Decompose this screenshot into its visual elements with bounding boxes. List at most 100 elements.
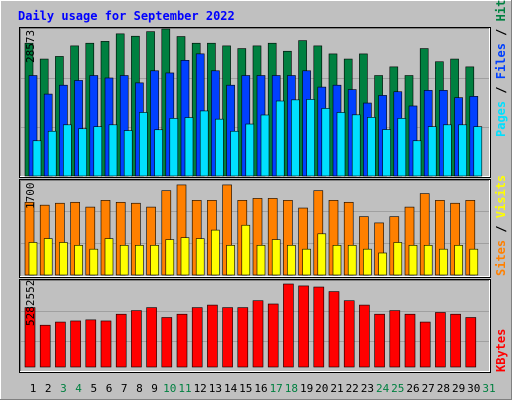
visits-bar-day-10 xyxy=(165,239,175,276)
visits-bar-day-17 xyxy=(271,239,281,276)
x-tick-label-day-16: 16 xyxy=(254,382,267,395)
visits-bar-day-9 xyxy=(150,245,159,276)
pages-bar-day-14 xyxy=(230,130,239,177)
x-tick-label-day-15: 15 xyxy=(239,382,252,395)
pages-bar-day-15 xyxy=(245,123,255,177)
kbytes-bar-day-25 xyxy=(389,310,401,368)
visits-bar-day-14 xyxy=(226,245,235,276)
kbytes-bar-day-27 xyxy=(419,321,431,368)
kbytes-bar-day-7 xyxy=(115,313,127,368)
visits-bar-day-12 xyxy=(195,238,205,276)
kbytes-bar-day-3 xyxy=(55,321,66,368)
kbytes-bar-day-15 xyxy=(237,307,249,368)
axis-label-separator: / xyxy=(494,21,508,43)
visits-bar-day-11 xyxy=(180,237,190,276)
x-tick-label-day-25: 25 xyxy=(391,382,404,395)
kbytes-bar-day-9 xyxy=(146,307,157,368)
x-tick-label-day-20: 20 xyxy=(315,382,328,395)
visits-bar-day-24 xyxy=(378,252,387,276)
x-tick-label-day-23: 23 xyxy=(361,382,374,395)
pages-bar-day-9 xyxy=(154,129,163,177)
pages-bar-day-11 xyxy=(184,117,194,177)
pages-bar-day-4 xyxy=(78,128,87,177)
visits-bar-day-5 xyxy=(89,248,99,276)
visits-bar-day-1 xyxy=(28,242,38,276)
pages-axis-label: Pages xyxy=(494,101,508,137)
pages-bar-day-27 xyxy=(427,126,437,177)
visits-bar-day-26 xyxy=(408,245,418,276)
kbytes-bar-day-24 xyxy=(374,313,385,368)
visits-bar-day-22 xyxy=(347,245,357,276)
pages-bar-day-10 xyxy=(169,118,179,177)
x-tick-label-day-11: 11 xyxy=(178,382,191,395)
kbytes-bar-day-6 xyxy=(100,320,112,368)
visits-bar-day-16 xyxy=(256,245,266,276)
sites-visits-axis-label: Sites / Visits xyxy=(494,175,508,276)
visits-bar-day-30 xyxy=(469,248,479,276)
kbytes-bar-day-19 xyxy=(298,285,309,368)
visits-bar-day-25 xyxy=(393,242,403,276)
x-tick-label-day-5: 5 xyxy=(90,382,97,395)
pages-bar-day-13 xyxy=(215,118,224,177)
x-tick-label-day-8: 8 xyxy=(136,382,143,395)
kbytes-bar-day-28 xyxy=(435,312,446,368)
pages-bar-day-26 xyxy=(412,140,422,177)
pages-bar-day-19 xyxy=(306,99,315,177)
pages-bar-day-8 xyxy=(139,112,148,177)
visits-bar-day-23 xyxy=(363,248,372,276)
visits-bar-day-8 xyxy=(135,245,144,276)
kbytes-bar-day-23 xyxy=(359,304,370,368)
axis-label-separator: / xyxy=(494,79,508,101)
pages-bar-day-23 xyxy=(367,117,376,177)
hits-y-tick-label: 28573 xyxy=(24,30,37,63)
visits-bar-day-4 xyxy=(74,245,83,276)
pages-bar-day-1 xyxy=(32,140,42,177)
x-tick-label-day-2: 2 xyxy=(45,382,52,395)
kbytes-bar-day-22 xyxy=(343,300,355,368)
x-tick-label-day-12: 12 xyxy=(194,382,207,395)
hits-bars xyxy=(24,28,483,177)
pages-bar-day-18 xyxy=(291,99,300,177)
x-tick-label-day-29: 29 xyxy=(452,382,465,395)
visits-bar-day-2 xyxy=(43,238,53,276)
pages-bar-day-5 xyxy=(93,126,103,177)
x-tick-label-day-6: 6 xyxy=(106,382,113,395)
x-tick-label-day-10: 10 xyxy=(163,382,176,395)
x-tick-label-day-24: 24 xyxy=(376,382,390,395)
visits-axis-label: Visits xyxy=(494,175,508,218)
sites-bars xyxy=(24,184,479,276)
kbytes-bar-day-14 xyxy=(222,307,233,368)
kbytes-bar-day-26 xyxy=(404,313,416,368)
kbytes-axis-label: KBytes xyxy=(494,329,508,372)
visits-bar-day-6 xyxy=(104,238,114,276)
visits-bar-day-19 xyxy=(302,248,311,276)
hits-axis-label: Hits xyxy=(494,0,508,21)
kbytes-bar-day-8 xyxy=(131,310,142,368)
visits-bar-day-3 xyxy=(59,242,68,276)
chart-title: Daily usage for September 2022 xyxy=(18,9,235,23)
kbytes-bar-day-12 xyxy=(191,307,203,368)
visits-bar-day-20 xyxy=(317,233,327,276)
axis-label-separator: / xyxy=(494,218,508,240)
x-axis-day-labels: 1 2 3 4 5 6 7 8 9 10 11 12 13 14 15 16 17 18 19 20 21 22 23 24 2… xyxy=(30,382,496,395)
x-tick-label-day-7: 7 xyxy=(121,382,128,395)
visits-bar-day-28 xyxy=(439,248,448,276)
x-tick-label-day-1: 1 xyxy=(30,382,37,395)
pages-bar-day-30 xyxy=(473,126,483,177)
pages-bar-day-28 xyxy=(443,124,452,177)
files-axis-label: Files xyxy=(494,43,508,79)
pages-bar-day-16 xyxy=(260,114,270,177)
pages-bar-day-7 xyxy=(123,130,133,177)
kbytes-bar-day-21 xyxy=(328,291,340,368)
x-tick-label-day-31: 31 xyxy=(482,382,495,395)
panel-hits: 28573 Pages / Files / Hits xyxy=(19,0,508,178)
pages-bar-day-22 xyxy=(351,114,361,177)
sites-y-tick-label: 1700 xyxy=(24,183,37,210)
panel-sites: 1700 Sites / Visits xyxy=(19,175,508,278)
x-tick-label-day-27: 27 xyxy=(422,382,435,395)
x-tick-label-day-21: 21 xyxy=(330,382,343,395)
kbytes-bar-day-1 xyxy=(24,307,36,368)
sites-axis-label: Sites xyxy=(494,240,508,276)
kbytes-bar-day-4 xyxy=(70,320,81,368)
panel-kbytes: 5282552 KBytes xyxy=(19,279,508,373)
